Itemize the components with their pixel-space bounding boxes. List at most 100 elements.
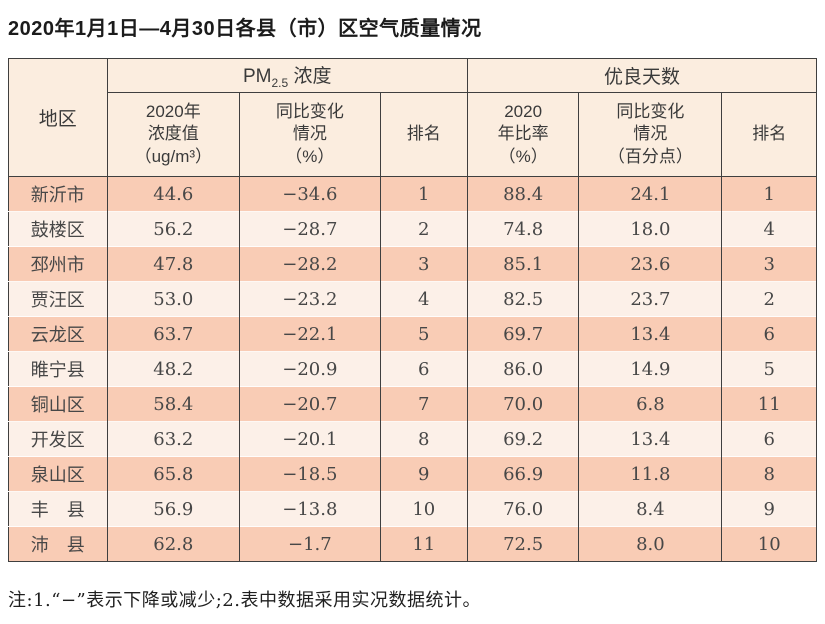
table-row: 新沂市 44.6 −34.6 1 88.4 24.1 1 bbox=[8, 176, 817, 212]
table-body: 新沂市 44.6 −34.6 1 88.4 24.1 1 鼓楼区 56.2 −2… bbox=[8, 176, 817, 562]
good-rate-cell: 76.0 bbox=[467, 491, 580, 527]
good-change-cell: 24.1 bbox=[578, 176, 723, 212]
good-rank-cell: 10 bbox=[721, 526, 817, 562]
good-rank-cell: 11 bbox=[721, 386, 817, 422]
pm25-label-suffix: 浓度 bbox=[288, 66, 332, 88]
table-header: 地区 PM2.5 浓度 优良天数 2020年 浓度值 （ug/m³） 同比变化 … bbox=[8, 58, 818, 177]
table-row: 泉山区 65.8 −18.5 9 66.9 11.8 8 bbox=[8, 456, 817, 492]
good-rate-cell: 70.0 bbox=[467, 386, 580, 422]
pm-value-cell: 63.7 bbox=[107, 316, 241, 352]
pm-rank-cell: 4 bbox=[380, 281, 468, 317]
good-change-cell: 8.4 bbox=[578, 491, 723, 527]
good-change-cell: 13.4 bbox=[578, 421, 723, 457]
column-header-good-rank: 排名 bbox=[721, 92, 817, 177]
good-rank-cell: 9 bbox=[721, 491, 817, 527]
good-rate-cell: 66.9 bbox=[467, 456, 580, 492]
pm-rank-cell: 1 bbox=[380, 176, 468, 212]
pm25-label-subscript: 2.5 bbox=[271, 75, 289, 90]
good-change-cell: 23.7 bbox=[578, 281, 723, 317]
pm-rank-cell: 2 bbox=[380, 211, 468, 247]
column-group-pm25: PM2.5 浓度 bbox=[107, 58, 468, 93]
good-change-cell: 6.8 bbox=[578, 386, 723, 422]
column-header-good-rate: 2020 年比率 （%） bbox=[467, 92, 580, 177]
good-rank-cell: 2 bbox=[721, 281, 817, 317]
column-header-pm-change: 同比变化 情况 （%） bbox=[239, 92, 381, 177]
good-rank-cell: 6 bbox=[721, 316, 817, 352]
pm-value-cell: 63.2 bbox=[107, 421, 241, 457]
good-change-cell: 18.0 bbox=[578, 211, 723, 247]
pm-change-cell: −1.7 bbox=[239, 526, 381, 562]
table-row: 铜山区 58.4 −20.7 7 70.0 6.8 11 bbox=[8, 386, 817, 422]
pm-rank-cell: 6 bbox=[380, 351, 468, 387]
good-change-cell: 8.0 bbox=[578, 526, 723, 562]
region-cell: 新沂市 bbox=[8, 176, 108, 212]
good-rank-cell: 6 bbox=[721, 421, 817, 457]
pm-value-cell: 48.2 bbox=[107, 351, 241, 387]
good-rate-cell: 72.5 bbox=[467, 526, 580, 562]
region-cell: 泉山区 bbox=[8, 456, 108, 492]
pm-value-cell: 44.6 bbox=[107, 176, 241, 212]
pm-change-cell: −22.1 bbox=[239, 316, 381, 352]
good-rank-cell: 5 bbox=[721, 351, 817, 387]
region-cell: 贾汪区 bbox=[8, 281, 108, 317]
pm-change-cell: −28.7 bbox=[239, 211, 381, 247]
good-rank-cell: 3 bbox=[721, 246, 817, 282]
good-rank-cell: 8 bbox=[721, 456, 817, 492]
region-cell: 铜山区 bbox=[8, 386, 108, 422]
pm-value-cell: 53.0 bbox=[107, 281, 241, 317]
table-row: 沛 县 62.8 −1.7 11 72.5 8.0 10 bbox=[8, 526, 817, 562]
good-rate-cell: 82.5 bbox=[467, 281, 580, 317]
pm-rank-cell: 5 bbox=[380, 316, 468, 352]
good-rate-cell: 69.2 bbox=[467, 421, 580, 457]
pm-rank-cell: 8 bbox=[380, 421, 468, 457]
page-title: 2020年1月1日—4月30日各县（市）区空气质量情况 bbox=[8, 18, 482, 40]
pm-value-cell: 56.2 bbox=[107, 211, 241, 247]
column-header-pm-rank: 排名 bbox=[380, 92, 468, 177]
column-header-pm-value: 2020年 浓度值 （ug/m³） bbox=[107, 92, 241, 177]
region-cell: 丰 县 bbox=[8, 491, 108, 527]
good-change-cell: 11.8 bbox=[578, 456, 723, 492]
pm-rank-cell: 11 bbox=[380, 526, 468, 562]
pm-change-cell: −23.2 bbox=[239, 281, 381, 317]
pm-rank-cell: 3 bbox=[380, 246, 468, 282]
pm-value-cell: 65.8 bbox=[107, 456, 241, 492]
header-group-row: 地区 PM2.5 浓度 优良天数 bbox=[8, 58, 818, 177]
region-cell: 邳州市 bbox=[8, 246, 108, 282]
pm-value-cell: 58.4 bbox=[107, 386, 241, 422]
region-cell: 睢宁县 bbox=[8, 351, 108, 387]
header-sub-row: 2020年 浓度值 （ug/m³） 同比变化 情况 （%） 排名 2020 年比… bbox=[9, 92, 817, 177]
pm-change-cell: −28.2 bbox=[239, 246, 381, 282]
good-rate-cell: 74.8 bbox=[467, 211, 580, 247]
pm-rank-cell: 9 bbox=[380, 456, 468, 492]
table-row: 邳州市 47.8 −28.2 3 85.1 23.6 3 bbox=[8, 246, 817, 282]
pm25-label-prefix: PM bbox=[242, 66, 272, 88]
good-rank-cell: 1 bbox=[721, 176, 817, 212]
table-row: 开发区 63.2 −20.1 8 69.2 13.4 6 bbox=[8, 421, 817, 457]
table-row: 睢宁县 48.2 −20.9 6 86.0 14.9 5 bbox=[8, 351, 817, 387]
region-cell: 沛 县 bbox=[8, 526, 108, 562]
column-group-good-days: 优良天数 bbox=[467, 58, 818, 93]
good-rate-cell: 69.7 bbox=[467, 316, 580, 352]
footnote: 注:1.“−”表示下降或减少;2.表中数据采用实况数据统计。 bbox=[8, 590, 481, 611]
region-cell: 云龙区 bbox=[8, 316, 108, 352]
pm-value-cell: 62.8 bbox=[107, 526, 241, 562]
table-row: 鼓楼区 56.2 −28.7 2 74.8 18.0 4 bbox=[8, 211, 817, 247]
column-header-region: 地区 bbox=[8, 58, 108, 177]
pm-change-cell: −20.1 bbox=[239, 421, 381, 457]
pm-change-cell: −13.8 bbox=[239, 491, 381, 527]
pm-change-cell: −20.9 bbox=[239, 351, 381, 387]
good-rate-cell: 86.0 bbox=[467, 351, 580, 387]
table-row: 云龙区 63.7 −22.1 5 69.7 13.4 6 bbox=[8, 316, 817, 352]
good-change-cell: 23.6 bbox=[578, 246, 723, 282]
good-change-cell: 14.9 bbox=[578, 351, 723, 387]
table-row: 贾汪区 53.0 −23.2 4 82.5 23.7 2 bbox=[8, 281, 817, 317]
pm-rank-cell: 7 bbox=[380, 386, 468, 422]
pm-change-cell: −18.5 bbox=[239, 456, 381, 492]
region-cell: 鼓楼区 bbox=[8, 211, 108, 247]
good-rate-cell: 85.1 bbox=[467, 246, 580, 282]
table-row: 丰 县 56.9 −13.8 10 76.0 8.4 9 bbox=[8, 491, 817, 527]
air-quality-table: 地区 PM2.5 浓度 优良天数 2020年 浓度值 （ug/m³） 同比变化 … bbox=[8, 58, 818, 562]
good-rate-cell: 88.4 bbox=[467, 176, 580, 212]
pm-change-cell: −20.7 bbox=[239, 386, 381, 422]
